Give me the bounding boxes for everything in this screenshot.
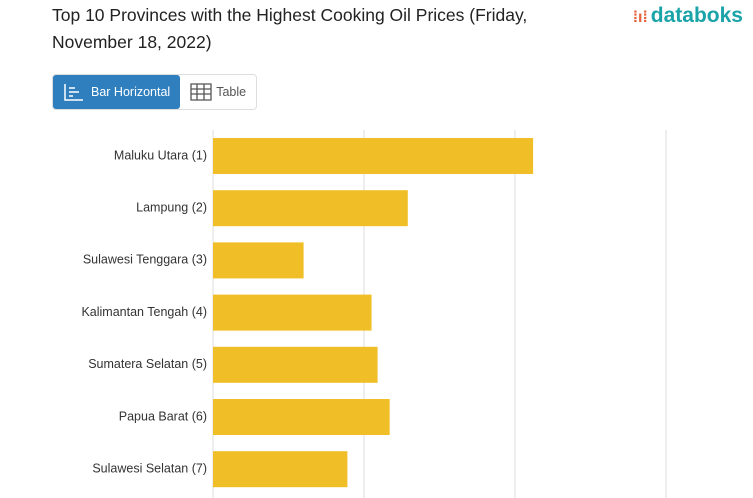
y-tick-label: Papua Barat (6) <box>119 409 207 423</box>
y-tick-label: Lampung (2) <box>136 200 207 214</box>
y-tick-label: Sumatera Selatan (5) <box>88 357 207 371</box>
y-tick-label: Sulawesi Selatan (7) <box>92 461 207 475</box>
view-tabs: Bar Horizontal Table <box>52 74 258 110</box>
bar <box>213 190 408 227</box>
bar <box>213 399 390 435</box>
bar <box>213 346 378 383</box>
y-tick-label: Maluku Utara (1) <box>114 148 207 162</box>
bar <box>213 451 348 488</box>
logo: ⁞ı⁞ databoks <box>632 4 743 27</box>
y-tick-label: Sulawesi Tenggara (3) <box>83 253 207 267</box>
tab[interactable]: Table <box>180 75 256 109</box>
bar <box>213 242 304 279</box>
tab-label: Bar Horizontal <box>91 85 171 99</box>
y-tick-label: Kalimantan Tengah (4) <box>81 305 207 319</box>
tab[interactable]: Bar Horizontal <box>53 75 181 109</box>
chart-title: Top 10 Provinces with the Highest Cookin… <box>52 5 528 52</box>
bar <box>213 138 534 174</box>
table-icon <box>190 83 212 101</box>
tab-label: Table <box>216 85 247 99</box>
logo-text: databoks <box>650 4 743 27</box>
bar <box>213 294 372 331</box>
bar-icon <box>64 84 83 101</box>
